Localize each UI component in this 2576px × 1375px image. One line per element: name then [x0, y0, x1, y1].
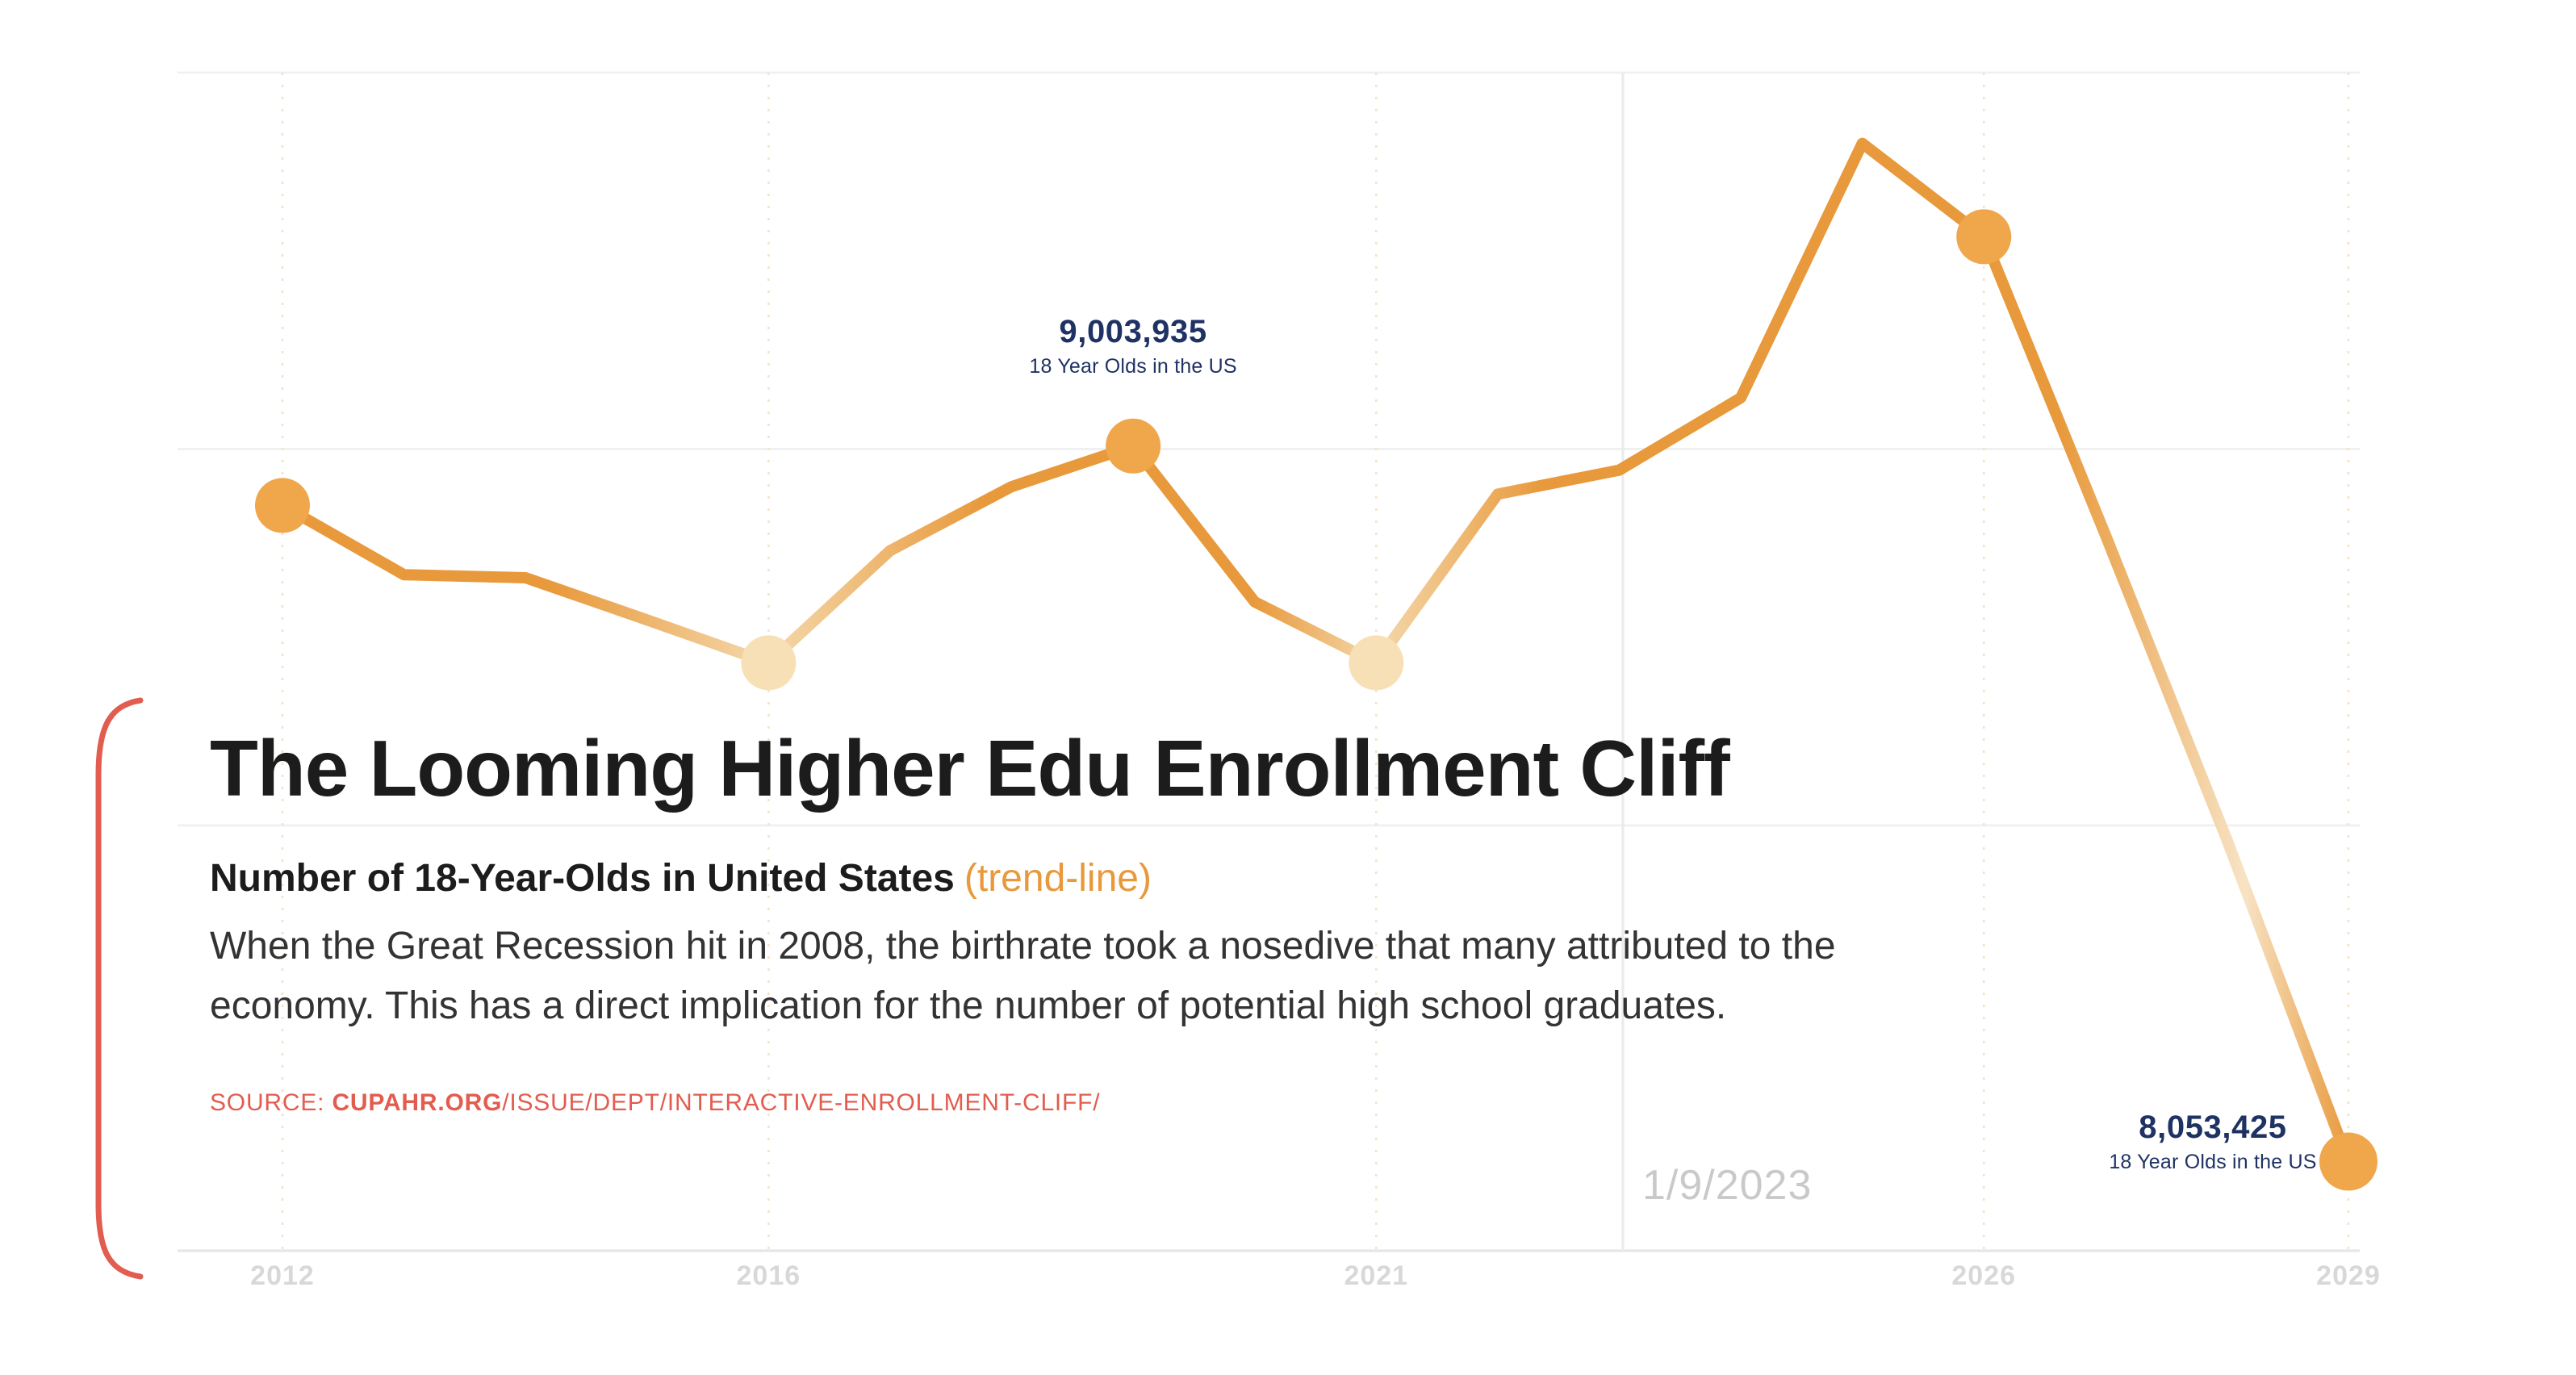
page-title: The Looming Higher Edu Enrollment Cliff	[210, 726, 1730, 813]
annotation-cliff-end-value: 8,053,425	[2139, 1110, 2287, 1146]
x-axis-label-2012: 2012	[250, 1260, 315, 1291]
red-bracket-decoration	[95, 697, 144, 1280]
marker-2016	[741, 635, 797, 691]
source-link[interactable]: SOURCE: CUPAHR.ORG/ISSUE/DEPT/INTERACTIV…	[210, 1090, 2114, 1118]
x-axis-label-2021: 2021	[1344, 1260, 1409, 1291]
annotation-peak-sublabel: 18 Year Olds in the US	[1029, 355, 1237, 378]
marker-2019	[1106, 418, 1161, 474]
today-date-label: 1/9/2023	[1641, 1160, 1813, 1209]
annotation-peak-value: 9,003,935	[1059, 315, 1207, 351]
red-bracket-path	[95, 697, 144, 1280]
subtitle-text: Number of 18-Year-Olds in United States	[210, 857, 955, 901]
source-path: /ISSUE/DEPT/INTERACTIVE-ENROLLMENT-CLIFF…	[502, 1089, 1101, 1118]
annotation-cliff-end: 8,053,425 18 Year Olds in the US	[2109, 1110, 2316, 1173]
source-domain: CUPAHR.ORG	[332, 1089, 503, 1118]
marker-2021	[1349, 635, 1404, 691]
description-paragraph: When the Great Recession hit in 2008, th…	[210, 925, 1836, 1029]
marker-2029	[2319, 1132, 2377, 1191]
x-axis-label-2016: 2016	[736, 1260, 801, 1291]
annotation-peak: 9,003,935 18 Year Olds in the US	[1029, 316, 1236, 378]
chart-subtitle: Number of 18-Year-Olds in United States(…	[210, 858, 2114, 903]
subtitle-trendline-note: (trend-line)	[964, 857, 1152, 901]
x-axis-label-2026: 2026	[1951, 1260, 2017, 1291]
text-block: The Looming Higher Edu Enrollment Cliff …	[210, 726, 2114, 1118]
marker-2026	[1956, 209, 2012, 265]
annotation-cliff-end-sublabel: 18 Year Olds in the US	[2109, 1150, 2317, 1173]
source-prefix: SOURCE:	[210, 1089, 332, 1118]
x-axis-label-2029: 2029	[2316, 1260, 2381, 1291]
trend-line	[277, 137, 2354, 1168]
marker-2012	[255, 478, 310, 533]
